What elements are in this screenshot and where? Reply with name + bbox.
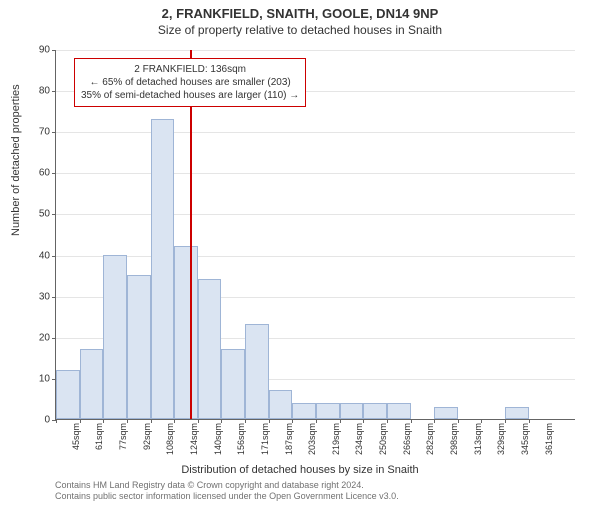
x-tick-mark	[80, 419, 81, 423]
x-tick-mark	[221, 419, 222, 423]
annotation-line1: 2 FRANKFIELD: 136sqm	[81, 63, 299, 76]
y-axis-label: Number of detached properties	[10, 84, 22, 236]
y-tick-label: 70	[30, 127, 50, 138]
x-tick-label: 250sqm	[378, 423, 388, 455]
gridline	[56, 50, 575, 51]
x-tick-mark	[127, 419, 128, 423]
y-tick-mark	[52, 297, 56, 298]
y-tick-label: 40	[30, 250, 50, 261]
x-tick-mark	[56, 419, 57, 423]
page-title: 2, FRANKFIELD, SNAITH, GOOLE, DN14 9NP	[0, 6, 600, 21]
x-tick-mark	[292, 419, 293, 423]
x-tick-label: 329sqm	[496, 423, 506, 455]
gridline	[56, 132, 575, 133]
x-tick-label: 219sqm	[331, 423, 341, 455]
histogram-bar	[127, 275, 151, 419]
y-tick-label: 90	[30, 45, 50, 56]
x-tick-label: 156sqm	[236, 423, 246, 455]
x-tick-mark	[316, 419, 317, 423]
histogram-bar	[434, 407, 458, 419]
x-tick-label: 361sqm	[544, 423, 554, 455]
x-tick-label: 171sqm	[260, 423, 270, 455]
histogram-bar	[363, 403, 387, 419]
x-tick-label: 187sqm	[284, 423, 294, 455]
x-tick-mark	[387, 419, 388, 423]
histogram-bar	[292, 403, 316, 419]
histogram-bar	[56, 370, 80, 419]
histogram-bar	[174, 246, 198, 419]
histogram-bar	[387, 403, 411, 419]
y-tick-label: 60	[30, 168, 50, 179]
x-tick-mark	[174, 419, 175, 423]
x-tick-mark	[363, 419, 364, 423]
histogram-bar	[269, 390, 293, 419]
x-tick-label: 92sqm	[142, 423, 152, 450]
footer-attribution: Contains HM Land Registry data © Crown c…	[55, 480, 399, 502]
y-tick-mark	[52, 91, 56, 92]
gridline	[56, 173, 575, 174]
histogram-bar	[103, 255, 127, 419]
histogram-bar	[340, 403, 364, 419]
x-tick-mark	[481, 419, 482, 423]
histogram-bar	[245, 324, 269, 419]
plot-area: 45sqm61sqm77sqm92sqm108sqm124sqm140sqm15…	[55, 50, 575, 420]
histogram-bar	[80, 349, 104, 419]
x-tick-label: 282sqm	[425, 423, 435, 455]
page-subtitle: Size of property relative to detached ho…	[0, 23, 600, 37]
x-tick-mark	[340, 419, 341, 423]
histogram-bar	[505, 407, 529, 419]
x-tick-mark	[529, 419, 530, 423]
x-tick-mark	[505, 419, 506, 423]
histogram-bar	[151, 119, 175, 419]
annotation-line3: 35% of semi-detached houses are larger (…	[81, 89, 299, 102]
histogram-bar	[198, 279, 222, 419]
y-tick-label: 10	[30, 373, 50, 384]
x-tick-mark	[458, 419, 459, 423]
x-tick-mark	[198, 419, 199, 423]
y-tick-label: 50	[30, 209, 50, 220]
y-tick-label: 30	[30, 291, 50, 302]
gridline	[56, 214, 575, 215]
x-tick-label: 313sqm	[473, 423, 483, 455]
y-tick-mark	[52, 132, 56, 133]
histogram-chart: 45sqm61sqm77sqm92sqm108sqm124sqm140sqm15…	[55, 50, 575, 420]
x-tick-label: 77sqm	[118, 423, 128, 450]
x-tick-label: 45sqm	[71, 423, 81, 450]
y-tick-mark	[52, 214, 56, 215]
x-tick-label: 124sqm	[189, 423, 199, 455]
histogram-bar	[221, 349, 245, 419]
x-tick-label: 61sqm	[94, 423, 104, 450]
x-tick-mark	[269, 419, 270, 423]
y-tick-label: 20	[30, 332, 50, 343]
x-tick-label: 298sqm	[449, 423, 459, 455]
histogram-bar	[316, 403, 340, 419]
x-tick-label: 203sqm	[307, 423, 317, 455]
x-tick-mark	[245, 419, 246, 423]
x-tick-label: 234sqm	[354, 423, 364, 455]
x-tick-mark	[103, 419, 104, 423]
y-tick-label: 80	[30, 86, 50, 97]
x-tick-mark	[151, 419, 152, 423]
y-tick-mark	[52, 173, 56, 174]
x-tick-label: 266sqm	[402, 423, 412, 455]
y-tick-mark	[52, 256, 56, 257]
footer-line2: Contains public sector information licen…	[55, 491, 399, 502]
gridline	[56, 256, 575, 257]
y-tick-label: 0	[30, 415, 50, 426]
x-tick-mark	[411, 419, 412, 423]
x-tick-label: 345sqm	[520, 423, 530, 455]
x-tick-label: 108sqm	[165, 423, 175, 455]
x-tick-label: 140sqm	[213, 423, 223, 455]
footer-line1: Contains HM Land Registry data © Crown c…	[55, 480, 399, 491]
y-tick-mark	[52, 338, 56, 339]
annotation-line2: ← 65% of detached houses are smaller (20…	[81, 76, 299, 89]
x-tick-mark	[434, 419, 435, 423]
annotation-box: 2 FRANKFIELD: 136sqm← 65% of detached ho…	[74, 58, 306, 107]
y-tick-mark	[52, 50, 56, 51]
x-axis-label: Distribution of detached houses by size …	[0, 464, 600, 476]
